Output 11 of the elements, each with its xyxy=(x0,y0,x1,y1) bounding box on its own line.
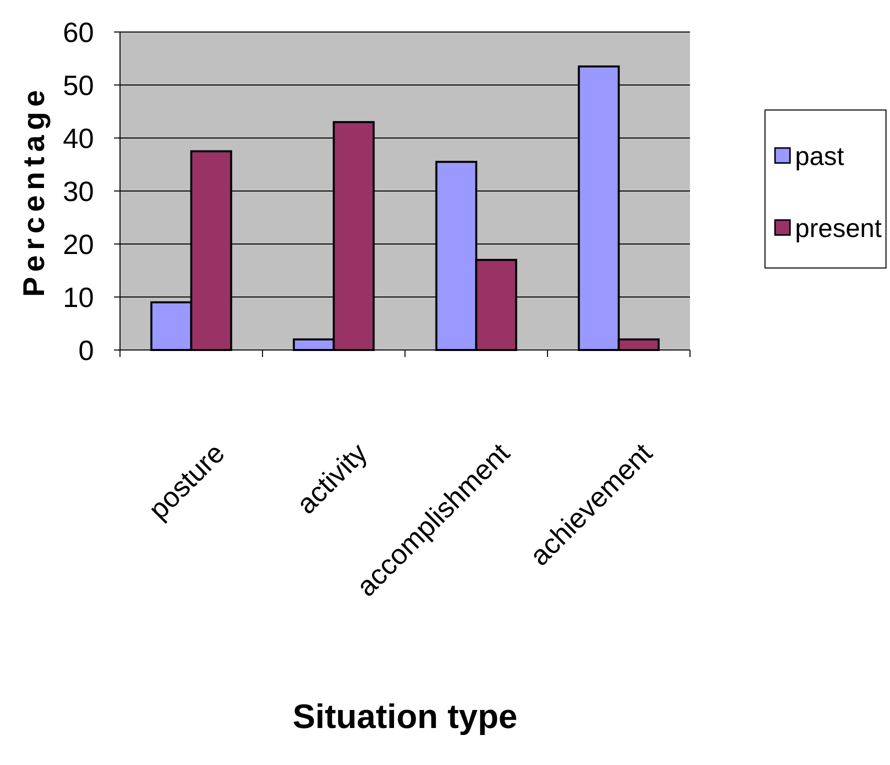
y-tick-label: 60 xyxy=(62,16,94,48)
y-tick-label: 40 xyxy=(62,122,94,154)
y-tick-label: 30 xyxy=(62,176,94,207)
legend-label: past xyxy=(795,141,845,172)
x-axis-title: Situation type xyxy=(292,698,518,736)
y-tick-label: 0 xyxy=(78,334,94,366)
y-tick-label: 20 xyxy=(62,228,94,260)
y-tick-label: 10 xyxy=(62,282,94,313)
y-tick-label: 50 xyxy=(62,70,94,101)
y-axis-title: Percentage xyxy=(18,85,51,297)
legend-label: present xyxy=(795,213,882,244)
